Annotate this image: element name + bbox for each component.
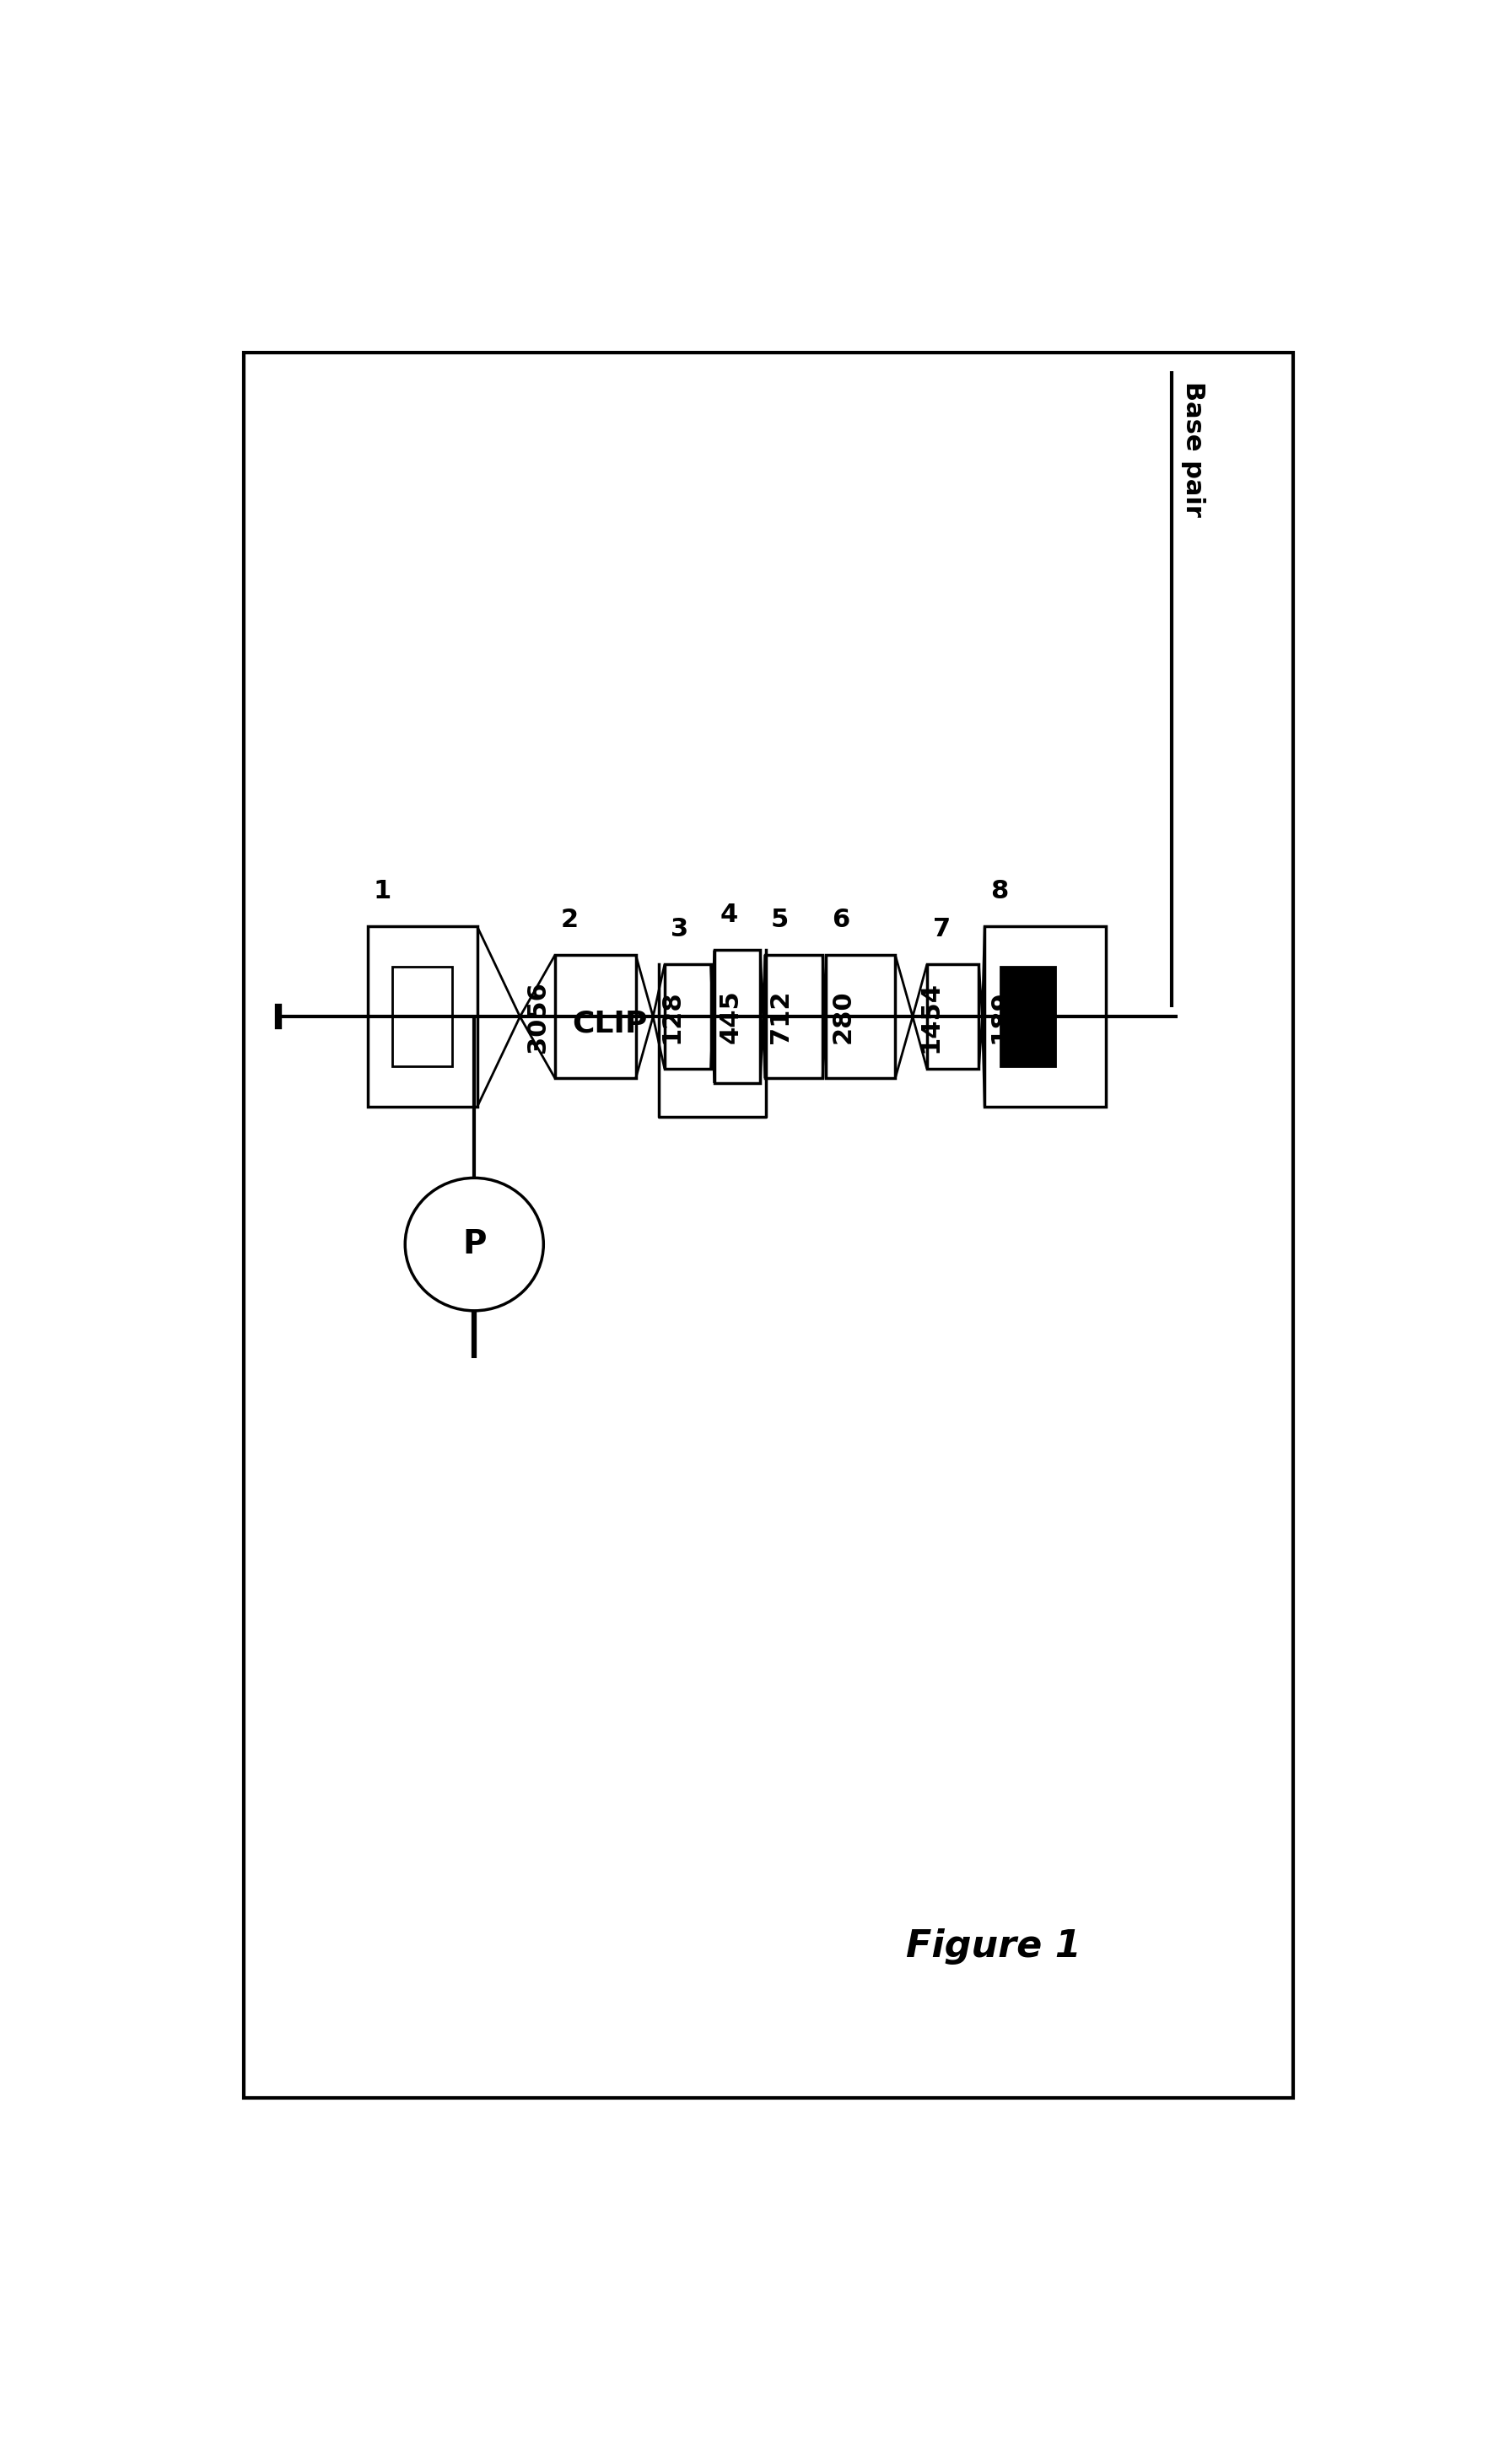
Text: 189: 189 bbox=[988, 991, 1012, 1045]
Text: CLIP: CLIP bbox=[571, 1010, 647, 1037]
Text: 7: 7 bbox=[933, 917, 951, 941]
Bar bbox=[368, 926, 478, 1106]
Text: 128: 128 bbox=[659, 991, 683, 1042]
Text: 2: 2 bbox=[561, 907, 579, 931]
Text: 5: 5 bbox=[771, 907, 789, 931]
Text: 6: 6 bbox=[832, 907, 850, 931]
Text: 8: 8 bbox=[991, 880, 1009, 904]
Bar bbox=[765, 956, 823, 1079]
Ellipse shape bbox=[405, 1178, 543, 1311]
Bar bbox=[393, 966, 452, 1067]
Bar bbox=[927, 963, 979, 1069]
Text: P: P bbox=[463, 1227, 487, 1262]
Bar bbox=[1000, 966, 1055, 1067]
Text: 1454: 1454 bbox=[918, 981, 943, 1052]
Text: 4: 4 bbox=[720, 902, 738, 926]
Bar bbox=[555, 956, 635, 1079]
Text: 445: 445 bbox=[719, 991, 743, 1045]
Text: 3: 3 bbox=[670, 917, 687, 941]
Text: 712: 712 bbox=[769, 991, 793, 1042]
Text: 280: 280 bbox=[830, 991, 856, 1042]
Text: 3056: 3056 bbox=[525, 981, 551, 1052]
Bar bbox=[714, 951, 760, 1084]
Text: Base pair: Base pair bbox=[1181, 382, 1205, 517]
Text: 1: 1 bbox=[373, 880, 391, 904]
Bar bbox=[665, 963, 711, 1069]
Bar bbox=[985, 926, 1106, 1106]
Text: Figure 1: Figure 1 bbox=[906, 1929, 1080, 1964]
Bar bbox=[826, 956, 896, 1079]
